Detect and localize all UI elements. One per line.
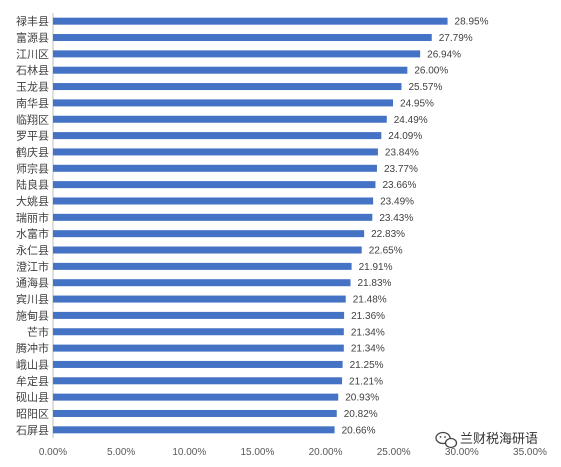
value-label: 23.84% [385,147,419,158]
value-label: 21.34% [351,327,385,338]
bar [53,377,343,385]
value-label: 24.09% [388,131,422,142]
category-label: 江川区 [16,48,49,61]
bar [53,17,448,25]
x-tick-label: 30.00% [445,447,479,458]
category-label: 瑞丽市 [16,210,49,224]
bar [53,197,374,205]
bar [53,393,339,401]
value-label: 21.21% [349,376,383,387]
value-label: 25.57% [408,82,442,93]
category-label: 永仁县 [16,243,49,257]
watermark-text: 兰财税海研语 [460,432,538,447]
category-label: 陆良县 [16,178,49,192]
bar [53,181,376,189]
bar [53,99,394,107]
value-label: 26.94% [427,49,461,60]
value-label: 27.79% [439,33,473,44]
value-label: 22.83% [371,229,405,240]
bar [53,164,377,172]
category-label: 腾冲市 [16,341,49,355]
value-label: 24.49% [394,115,428,126]
bar [53,279,351,287]
category-label: 南华县 [16,96,49,110]
category-label: 牟定县 [16,374,49,388]
category-label: 宾川县 [16,292,49,306]
category-label: 大姚县 [16,194,49,208]
category-label: 石林县 [16,63,49,77]
value-label: 21.83% [358,278,392,289]
x-tick-label: 15.00% [240,447,274,458]
category-label: 峨山县 [16,358,49,371]
bar [53,426,335,434]
value-label: 28.95% [455,17,489,28]
category-label: 临翔区 [16,112,49,126]
x-tick-label: 10.00% [172,447,206,458]
value-label: 24.95% [400,98,434,109]
value-label: 21.25% [350,360,384,371]
bar [53,262,352,270]
value-label: 21.48% [353,295,387,306]
bar [53,246,362,254]
value-label: 20.93% [345,393,379,404]
x-tick-label: 5.00% [107,447,135,458]
category-label: 砚山县 [16,391,49,404]
category-label: 昭阳区 [16,407,49,420]
bar [53,295,346,303]
x-tick-label: 20.00% [309,447,343,458]
category-label: 师宗县 [16,161,49,175]
bar [53,344,344,352]
bar [53,360,343,368]
value-label: 22.65% [369,246,403,257]
value-label: 20.82% [344,409,378,420]
x-tick-label: 35.00% [513,447,547,458]
category-label: 鹤庆县 [16,145,49,159]
value-label: 21.36% [351,311,385,322]
category-label: 通海县 [16,276,49,290]
bar [53,213,373,221]
category-label: 澄江市 [16,259,49,273]
category-label: 富源县 [16,31,49,45]
watermark: 兰财税海研语 [435,431,538,449]
bar [53,328,344,336]
x-tick-label: 0.00% [39,447,67,458]
category-label: 玉龙县 [16,81,49,94]
bar [53,230,365,238]
value-label: 21.34% [351,344,385,355]
category-label: 芒市 [27,325,49,339]
bar [53,34,432,42]
value-label: 20.66% [342,425,376,436]
category-label: 罗平县 [16,130,49,143]
category-label: 水富市 [16,227,49,241]
x-tick-label: 25.00% [377,447,411,458]
category-label: 石屏县 [16,424,49,437]
bar [53,115,387,123]
value-label: 23.43% [379,213,413,224]
value-label: 21.91% [359,262,393,273]
value-label: 23.49% [380,196,414,207]
bar [53,66,408,74]
bar [53,132,382,140]
category-label: 禄丰县 [16,14,49,28]
bar [53,311,345,319]
value-label: 23.66% [382,180,416,191]
value-label: 26.00% [414,66,448,77]
wechat-icon [435,431,458,449]
value-label: 23.77% [384,164,418,175]
bar [53,50,421,58]
category-label: 施甸县 [16,309,49,322]
bar [53,148,378,156]
bar [53,83,402,91]
bar [53,409,337,417]
